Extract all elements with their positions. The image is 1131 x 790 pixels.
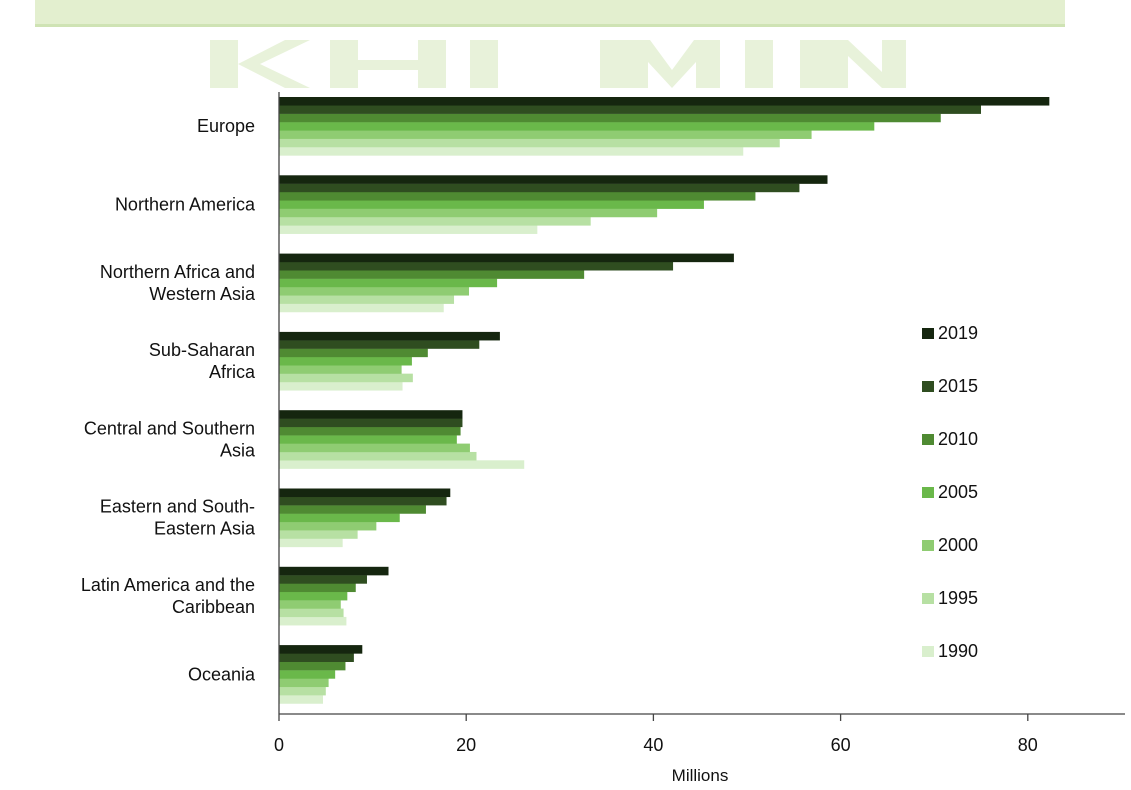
bar-2010-5 [279,505,426,514]
bar-2019-6 [279,566,389,576]
bar-2005-7 [279,670,336,679]
category-label-0-0: Europe [197,116,255,136]
bar-2005-6 [279,591,348,601]
bar-2000-2 [279,287,470,296]
bar-2005-0 [279,122,875,131]
bar-2015-3 [279,340,480,349]
bar-1990-4 [279,460,525,469]
bar-2015-2 [279,261,674,271]
category-label-3-1: Africa [209,362,256,382]
x-tick-label-0: 0 [274,735,284,755]
category-label-6-1: Caribbean [172,597,255,617]
bar-2000-6 [279,600,341,609]
category-label-6-0: Latin America and the [81,575,255,595]
bar-2019-4 [279,410,463,419]
legend-label-1995: 1995 [938,588,978,608]
bar-2000-0 [279,130,812,139]
category-label-3-0: Sub-Saharan [149,340,255,360]
legend-swatch-2010 [922,434,934,445]
bar-2019-2 [279,253,734,263]
x-tick-label-60: 60 [831,735,851,755]
bar-1990-2 [279,303,444,313]
legend-label-1990: 1990 [938,641,978,661]
bar-2015-4 [279,418,463,428]
legend-label-2019: 2019 [938,323,978,343]
bar-2015-5 [279,496,447,506]
bar-2000-7 [279,678,329,688]
legend-label-2015: 2015 [938,376,978,396]
bar-1990-5 [279,538,343,548]
legend-label-2005: 2005 [938,482,978,502]
bar-2010-1 [279,192,756,201]
category-label-4-0: Central and Southern [84,418,255,438]
category-label-5-0: Eastern and South- [100,497,255,517]
bar-2005-2 [279,278,498,288]
bar-2019-3 [279,331,500,341]
category-label-1-0: Northern America [115,195,256,215]
bar-2015-0 [279,105,981,114]
bar-2000-1 [279,208,658,218]
bar-2005-1 [279,200,704,209]
bar-2015-1 [279,183,800,193]
category-label-2-1: Western Asia [149,284,256,304]
bar-2000-3 [279,365,402,374]
bar-2010-7 [279,661,346,671]
bar-2010-2 [279,270,585,279]
bar-1995-1 [279,217,591,226]
bar-2005-4 [279,435,457,444]
x-axis-label: Millions [672,766,729,785]
bar-1995-7 [279,686,326,696]
category-label-4-1: Asia [220,440,256,460]
legend-swatch-2015 [922,381,934,392]
bar-1990-1 [279,225,538,234]
category-label-2-0: Northern Africa and [100,262,255,282]
bar-1990-6 [279,616,347,626]
bar-1995-3 [279,373,413,383]
legend-swatch-2000 [922,540,934,551]
x-tick-label-40: 40 [643,735,663,755]
bar-1995-5 [279,530,358,539]
bar-1990-7 [279,695,323,704]
bar-2019-5 [279,488,451,498]
bar-2015-6 [279,575,367,584]
bar-2019-1 [279,175,828,184]
bar-2010-4 [279,426,461,436]
bar-2019-7 [279,645,363,654]
legend-label-2000: 2000 [938,535,978,555]
bar-1990-0 [279,147,744,156]
x-tick-label-20: 20 [456,735,476,755]
legend-swatch-1990 [922,646,934,657]
x-tick-label-80: 80 [1018,735,1038,755]
watermark-logo [35,0,1065,88]
bar-1995-2 [279,295,455,304]
legend-swatch-2019 [922,328,934,339]
bar-2000-4 [279,443,470,453]
bar-2010-3 [279,348,428,358]
bar-2019-0 [279,97,1050,106]
bar-2000-5 [279,521,377,531]
bar-2005-5 [279,513,400,523]
bar-2010-0 [279,113,941,123]
bar-2005-3 [279,356,412,366]
legend-label-2010: 2010 [938,429,978,449]
bar-1995-0 [279,138,780,148]
bar-1995-6 [279,608,344,618]
category-label-7-0: Oceania [188,664,256,684]
legend-swatch-2005 [922,487,934,498]
bar-1995-4 [279,451,477,461]
bar-2010-6 [279,583,356,593]
bar-1990-3 [279,382,403,391]
legend-swatch-1995 [922,593,934,604]
bar-2015-7 [279,653,354,662]
category-label-5-1: Eastern Asia [154,519,256,539]
